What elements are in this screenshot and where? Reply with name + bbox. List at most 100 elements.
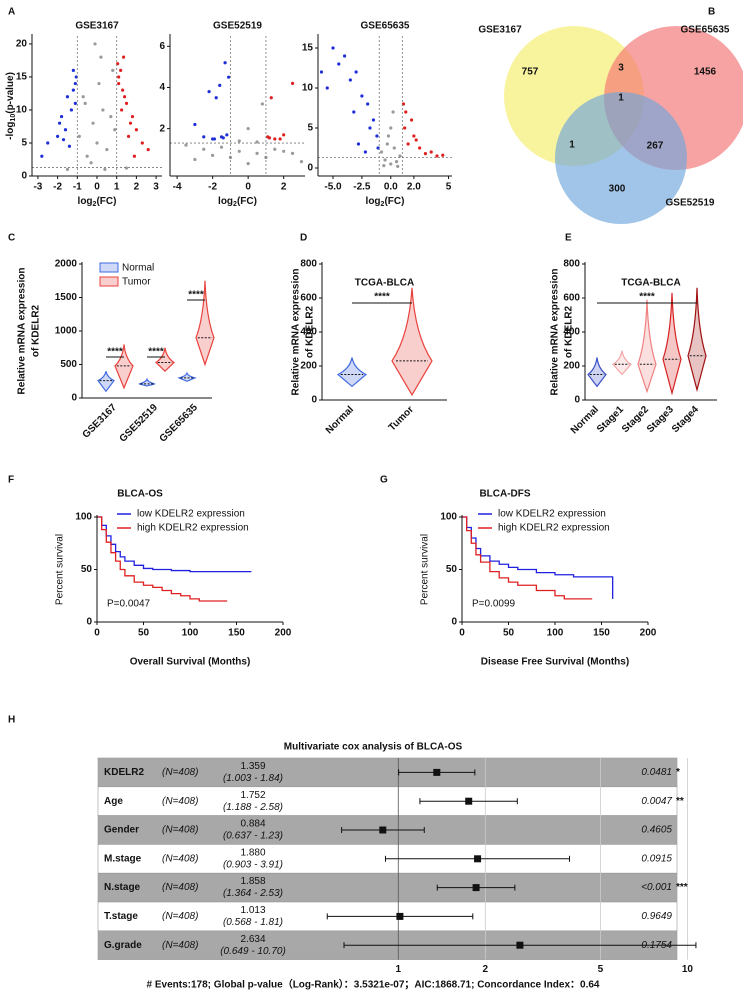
point — [398, 154, 402, 158]
significance: *** — [676, 882, 688, 893]
x-tick-label: -3 — [33, 182, 42, 193]
significance: * — [676, 767, 680, 778]
point — [273, 137, 277, 141]
point — [61, 138, 66, 142]
point — [366, 102, 370, 106]
x-axis-label-part: log — [78, 196, 93, 207]
point — [207, 89, 211, 94]
x-tick-label: 2 — [134, 182, 140, 193]
point — [126, 134, 131, 138]
point — [99, 55, 103, 59]
y-tick-label: 200 — [563, 361, 580, 372]
y-tick-label: 0 — [451, 617, 457, 628]
point — [225, 133, 229, 137]
chart-title: TCGA-BLCA — [355, 278, 414, 289]
point — [319, 70, 324, 74]
p-value: <0.001 — [641, 882, 672, 893]
panel-letter: B — [708, 7, 715, 18]
point — [46, 141, 50, 145]
x-tick-label: GSE65635 — [158, 402, 201, 445]
hr-point — [465, 797, 473, 805]
chart-title: GSE3167 — [75, 21, 119, 32]
point — [81, 95, 85, 99]
hazard-ratio: 1.858 — [240, 876, 265, 887]
row-n: (N=408) — [162, 796, 198, 807]
point — [113, 128, 117, 132]
ci-label: (0.637 - 1.23) — [223, 831, 283, 842]
point — [120, 108, 124, 112]
hazard-ratio: 1.359 — [240, 761, 265, 772]
set-label: GSE52519 — [666, 198, 715, 209]
point — [429, 150, 433, 154]
x-axis-label-part: (FC) — [96, 196, 116, 207]
table-row — [97, 757, 678, 788]
y-tick-label: 20 — [16, 39, 28, 50]
point — [193, 157, 197, 162]
x-tick-label: 50 — [138, 628, 150, 639]
y-tick-label: 0 — [307, 163, 313, 174]
y-tick-label: 200 — [300, 361, 317, 372]
point — [278, 137, 282, 141]
hr-point — [433, 768, 441, 776]
table-row — [97, 872, 678, 903]
point — [97, 81, 101, 86]
sig-label: **** — [188, 290, 204, 301]
point — [214, 96, 218, 100]
violin — [336, 357, 368, 388]
y-tick-label: 4 — [159, 82, 165, 93]
legend-label: high KDELR2 expression — [498, 523, 610, 534]
p-value: 0.0047 — [641, 796, 672, 807]
point — [103, 167, 107, 171]
violin — [177, 371, 197, 382]
row-name: Gender — [104, 825, 139, 836]
point — [223, 61, 227, 65]
x-axis-label-part: 2 — [93, 201, 97, 208]
legend-label: high KDELR2 expression — [137, 523, 249, 534]
point — [117, 75, 121, 79]
point — [356, 142, 361, 146]
point — [246, 127, 250, 131]
legend-swatch — [99, 262, 119, 273]
point — [273, 147, 277, 151]
hazard-ratio: 1.880 — [240, 847, 265, 858]
point — [105, 147, 109, 152]
x-axis-label: log2(FC) — [78, 196, 117, 209]
y-tick-label: 1500 — [55, 292, 78, 303]
y-tick-label: 0 — [311, 395, 317, 406]
point — [124, 101, 129, 105]
point — [348, 78, 352, 82]
panel-letter: A — [8, 7, 15, 18]
x-tick-label: Tumor — [387, 404, 416, 433]
point — [382, 164, 386, 168]
point — [331, 46, 335, 50]
x-axis-label: log2(FC) — [218, 196, 257, 209]
legend-label: low KDELR2 expression — [498, 509, 606, 520]
point — [56, 134, 60, 138]
row-name: Age — [104, 796, 123, 807]
point — [227, 75, 231, 79]
point — [406, 142, 410, 146]
x-tick-label: GSE52519 — [118, 402, 161, 445]
x-axis-label-part: 2 — [233, 201, 237, 208]
x-axis-label-part: (FC) — [237, 196, 257, 207]
x-tick-label: -4 — [173, 182, 182, 193]
y-tick-label: 5 — [21, 138, 27, 149]
point — [246, 162, 250, 166]
point — [95, 141, 99, 145]
y-tick-label: 15 — [16, 72, 28, 83]
point — [423, 152, 428, 156]
region-count: 3 — [618, 63, 624, 74]
y-tick-label: 2 — [159, 123, 165, 134]
legend-label: low KDELR2 expression — [137, 509, 245, 520]
hr-point — [396, 912, 404, 920]
point — [212, 137, 217, 141]
violin — [612, 350, 632, 376]
hazard-ratio: 1.752 — [240, 790, 265, 801]
hazard-ratio: 0.884 — [240, 819, 265, 830]
point — [385, 142, 389, 146]
p-value: P=0.0047 — [107, 599, 151, 610]
row-n: (N=408) — [162, 767, 198, 778]
row-n: (N=408) — [162, 940, 198, 951]
point — [63, 128, 68, 132]
x-axis-label-part: log — [366, 196, 381, 207]
